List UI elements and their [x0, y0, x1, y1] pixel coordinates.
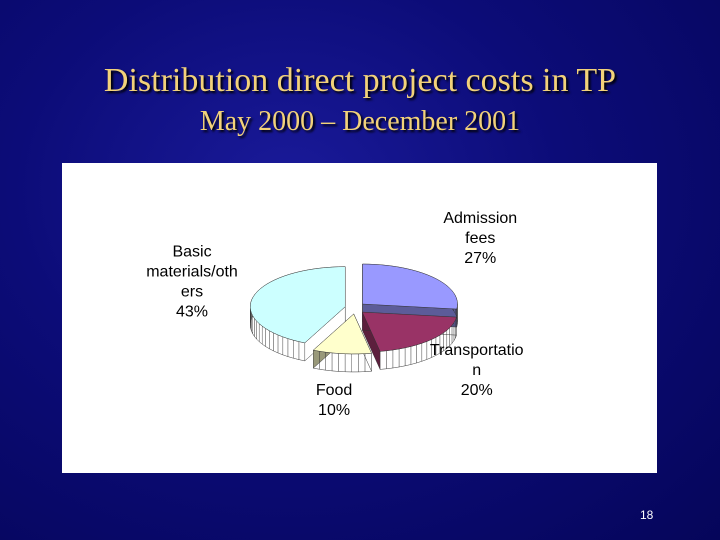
value-label: 10% — [318, 402, 350, 419]
chart-area — [62, 163, 657, 473]
slice-label-line: n — [472, 362, 481, 379]
slice-label: Admission fees — [443, 210, 517, 247]
slice-label: Food — [316, 382, 352, 399]
slice — [312, 313, 372, 355]
value-label: 43% — [176, 304, 208, 321]
slice — [250, 266, 346, 344]
slice-label-line: Transportatio — [430, 342, 524, 359]
title: Distribution direct project costs in TP — [103, 62, 617, 99]
slice-label-line: Food — [316, 382, 352, 399]
slice-label-line: Basic — [172, 244, 211, 261]
slice-label: Basic materials/oth ers — [146, 244, 238, 301]
slice — [361, 311, 457, 352]
slice-label-line: ers — [181, 284, 203, 301]
value-label: 20% — [461, 382, 493, 399]
slide-number: 18 — [640, 508, 654, 522]
slice-label: Transportatio n — [430, 342, 524, 379]
slice-label-line: materials/oth — [146, 264, 238, 281]
value-label: 27% — [464, 250, 496, 267]
slice — [362, 263, 458, 310]
slice-label-line: fees — [465, 230, 495, 247]
slice-label-line: Admission — [443, 210, 517, 227]
subtitle: May 2000 – December 2001 — [199, 106, 521, 137]
